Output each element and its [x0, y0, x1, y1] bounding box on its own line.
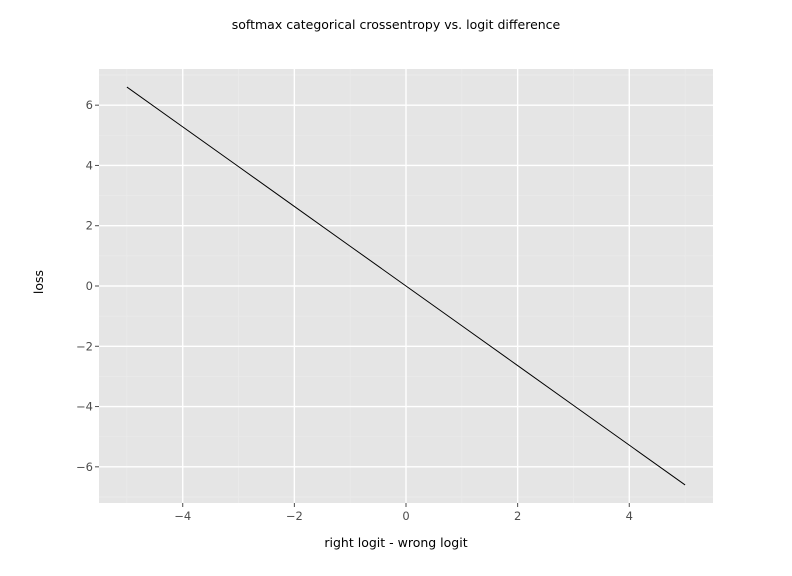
x-tick-label: −4 — [174, 509, 191, 523]
x-tick-label: 0 — [402, 509, 409, 523]
y-tick-label: −6 — [76, 460, 93, 474]
y-tick-label: 4 — [86, 158, 93, 172]
x-tick-label: −2 — [286, 509, 303, 523]
y-axis-ticks: −6 −4 −2 0 2 4 6 — [76, 98, 99, 474]
series-group — [126, 86, 686, 486]
y-tick-label: 0 — [86, 279, 93, 293]
chart-title: softmax categorical crossentropy vs. log… — [232, 17, 561, 32]
major-gridlines — [99, 69, 713, 503]
x-axis-ticks: −4 −2 0 2 4 — [174, 503, 633, 523]
y-tick-label: −2 — [76, 339, 93, 353]
y-tick-label: 6 — [86, 98, 93, 112]
x-axis-title: right logit - wrong logit — [324, 535, 467, 550]
y-tick-label: −4 — [76, 400, 93, 414]
series-line — [126, 86, 686, 486]
x-tick-label: 2 — [514, 509, 521, 523]
x-tick-label: 4 — [626, 509, 633, 523]
y-axis-title: loss — [31, 270, 46, 294]
y-tick-label: 2 — [86, 219, 93, 233]
